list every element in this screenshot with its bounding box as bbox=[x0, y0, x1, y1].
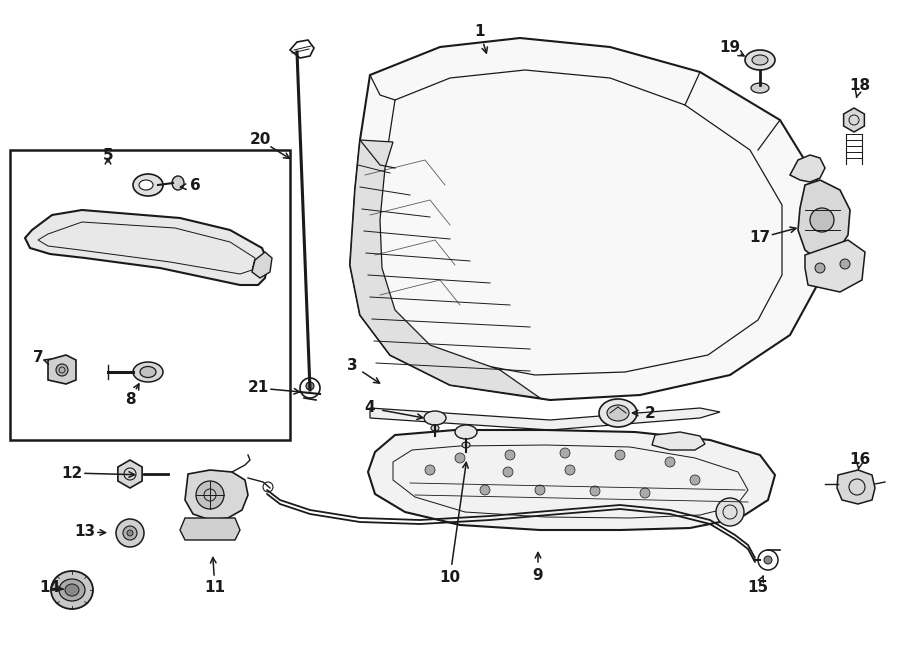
Ellipse shape bbox=[424, 411, 446, 425]
Ellipse shape bbox=[59, 579, 85, 601]
Polygon shape bbox=[837, 470, 875, 504]
Circle shape bbox=[716, 498, 744, 526]
Text: 10: 10 bbox=[439, 570, 461, 584]
Circle shape bbox=[815, 263, 825, 273]
Ellipse shape bbox=[140, 366, 156, 377]
Text: 6: 6 bbox=[190, 178, 201, 194]
Ellipse shape bbox=[455, 425, 477, 439]
Circle shape bbox=[196, 481, 224, 509]
Ellipse shape bbox=[752, 55, 768, 65]
Bar bbox=[10, 150, 290, 440]
Circle shape bbox=[503, 467, 513, 477]
Text: 21: 21 bbox=[248, 381, 268, 395]
Ellipse shape bbox=[745, 50, 775, 70]
Ellipse shape bbox=[133, 174, 163, 196]
Ellipse shape bbox=[51, 571, 93, 609]
Ellipse shape bbox=[462, 442, 470, 448]
Circle shape bbox=[665, 457, 675, 467]
Polygon shape bbox=[192, 525, 228, 538]
Circle shape bbox=[840, 259, 850, 269]
Polygon shape bbox=[118, 460, 142, 488]
Text: 11: 11 bbox=[204, 580, 226, 596]
Text: 2: 2 bbox=[644, 405, 655, 420]
Polygon shape bbox=[25, 210, 268, 285]
Text: 19: 19 bbox=[719, 40, 741, 56]
Text: 5: 5 bbox=[103, 147, 113, 163]
Text: 13: 13 bbox=[75, 524, 95, 539]
Circle shape bbox=[306, 382, 314, 390]
Polygon shape bbox=[180, 518, 240, 540]
Text: 12: 12 bbox=[61, 465, 83, 481]
Text: 9: 9 bbox=[533, 568, 544, 582]
Polygon shape bbox=[350, 140, 540, 398]
Ellipse shape bbox=[599, 399, 637, 427]
Ellipse shape bbox=[127, 530, 133, 536]
Text: 1: 1 bbox=[475, 24, 485, 40]
Circle shape bbox=[56, 364, 68, 376]
Circle shape bbox=[810, 208, 834, 232]
Polygon shape bbox=[370, 408, 720, 430]
Ellipse shape bbox=[65, 584, 79, 596]
Text: 8: 8 bbox=[125, 393, 135, 407]
Circle shape bbox=[425, 465, 435, 475]
Polygon shape bbox=[350, 38, 820, 400]
Polygon shape bbox=[652, 432, 705, 450]
Text: 16: 16 bbox=[850, 453, 870, 467]
Polygon shape bbox=[790, 155, 825, 182]
Circle shape bbox=[455, 453, 465, 463]
Circle shape bbox=[758, 550, 778, 570]
Ellipse shape bbox=[123, 526, 137, 540]
Text: 17: 17 bbox=[750, 231, 770, 245]
Ellipse shape bbox=[751, 83, 769, 93]
Ellipse shape bbox=[431, 425, 439, 431]
Text: 20: 20 bbox=[249, 132, 271, 147]
Polygon shape bbox=[805, 240, 865, 292]
Circle shape bbox=[535, 485, 545, 495]
Text: 3: 3 bbox=[346, 358, 357, 373]
Text: 4: 4 bbox=[364, 401, 375, 416]
Circle shape bbox=[565, 465, 575, 475]
Circle shape bbox=[480, 485, 490, 495]
Text: 14: 14 bbox=[40, 580, 60, 596]
Circle shape bbox=[690, 475, 700, 485]
Polygon shape bbox=[290, 40, 314, 58]
Circle shape bbox=[590, 486, 600, 496]
Circle shape bbox=[263, 482, 273, 492]
Ellipse shape bbox=[133, 362, 163, 382]
Text: 18: 18 bbox=[850, 77, 870, 93]
Polygon shape bbox=[185, 470, 248, 520]
Circle shape bbox=[300, 378, 320, 398]
Polygon shape bbox=[48, 355, 76, 384]
Ellipse shape bbox=[116, 519, 144, 547]
Ellipse shape bbox=[172, 176, 184, 190]
Polygon shape bbox=[368, 430, 775, 530]
Ellipse shape bbox=[607, 405, 629, 421]
Circle shape bbox=[764, 556, 772, 564]
Polygon shape bbox=[843, 108, 864, 132]
Polygon shape bbox=[798, 180, 850, 260]
Ellipse shape bbox=[139, 180, 153, 190]
Circle shape bbox=[560, 448, 570, 458]
Circle shape bbox=[505, 450, 515, 460]
Text: 7: 7 bbox=[32, 350, 43, 366]
Circle shape bbox=[640, 488, 650, 498]
Circle shape bbox=[615, 450, 625, 460]
Text: 15: 15 bbox=[747, 580, 769, 596]
Polygon shape bbox=[252, 252, 272, 278]
